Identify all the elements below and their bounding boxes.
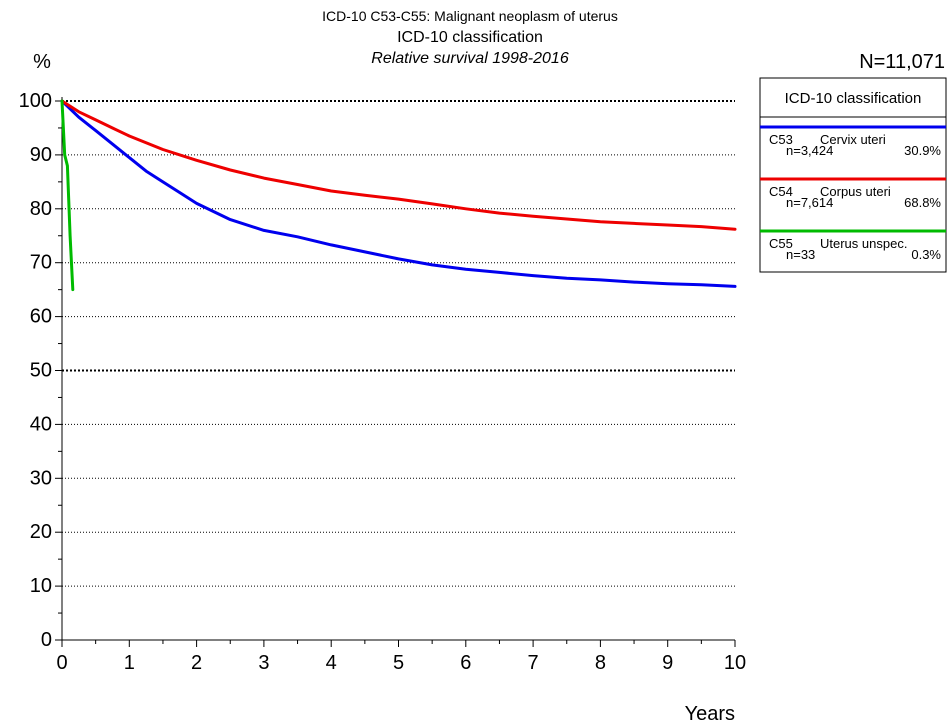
x-tick-label-6: 6	[460, 652, 471, 674]
y-tick-label-40: 40	[30, 413, 52, 435]
y-tick-label-0: 0	[41, 629, 52, 651]
chart-title: ICD-10 C53-C55: Malignant neoplasm of ut…	[322, 8, 618, 24]
axes	[55, 97, 736, 647]
y-tick-label-80: 80	[30, 198, 52, 220]
x-tick-label-5: 5	[393, 652, 404, 674]
y-tick-label-90: 90	[30, 144, 52, 166]
x-tick-label-9: 9	[662, 652, 673, 674]
legend-n-c55: n=33	[786, 247, 815, 262]
series-line-c53	[60, 99, 737, 288]
y-tick-label-30: 30	[30, 467, 52, 489]
legend-n-c54: n=7,614	[786, 195, 833, 210]
series-line-c54	[60, 99, 737, 231]
legend-name-c53: Cervix uteri	[820, 132, 886, 147]
y-tick-label-100: 100	[19, 90, 52, 112]
x-tick-label-10: 10	[724, 652, 746, 674]
x-tick-label-7: 7	[528, 652, 539, 674]
x-axis-label: Years	[685, 703, 735, 725]
total-count: N=11,071	[859, 51, 945, 73]
y-tick-label-60: 60	[30, 306, 52, 328]
series-line-c55	[60, 99, 75, 292]
x-tick-label-4: 4	[326, 652, 337, 674]
legend-code-c55: C55	[769, 236, 793, 251]
tick-labels: 0 10 20 30 40 50 60 70 80 90 100 0 1 2 3 4 5 6 7 8 9 10	[19, 90, 747, 674]
legend-pct-c54: 68.8%	[904, 195, 941, 210]
legend-box	[759, 77, 947, 273]
grid-lines	[62, 100, 735, 587]
legend-code-c54: C54	[769, 184, 793, 199]
legend-code-c53: C53	[769, 132, 793, 147]
x-tick-label-2: 2	[191, 652, 202, 674]
x-tick-label-8: 8	[595, 652, 606, 674]
y-axis-label: %	[33, 51, 51, 73]
series-lines	[60, 99, 737, 292]
legend-pct-c55: 0.3%	[911, 247, 941, 262]
legend-n-c53: n=3,424	[786, 143, 833, 158]
y-tick-label-70: 70	[30, 252, 52, 274]
chart-subtitle: ICD-10 classification	[397, 29, 543, 46]
chart-period: Relative survival 1998-2016	[371, 50, 569, 67]
legend-pct-c53: 30.9%	[904, 143, 941, 158]
x-tick-label-1: 1	[124, 652, 135, 674]
y-tick-label-10: 10	[30, 575, 52, 597]
legend-name-c55: Uterus unspec.	[820, 236, 907, 251]
x-tick-label-0: 0	[56, 652, 67, 674]
y-tick-label-20: 20	[30, 521, 52, 543]
x-tick-label-3: 3	[258, 652, 269, 674]
y-tick-label-50: 50	[30, 360, 52, 382]
legend: ICD-10 classification C53 Cervix uterin=3…	[759, 77, 947, 273]
legend-name-c54: Corpus uteri	[820, 184, 891, 199]
legend-title: ICD-10 classification	[785, 90, 922, 107]
